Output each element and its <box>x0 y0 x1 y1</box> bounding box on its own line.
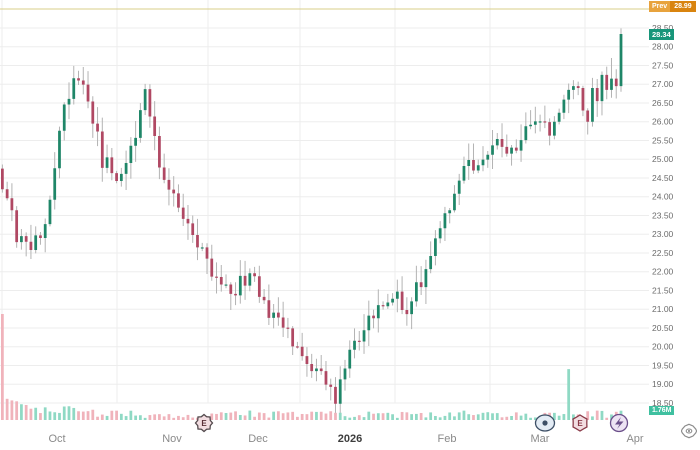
svg-text:22.50: 22.50 <box>652 248 674 258</box>
svg-text:2026: 2026 <box>338 433 362 445</box>
svg-text:25.00: 25.00 <box>652 154 674 164</box>
svg-text:Feb: Feb <box>438 433 457 445</box>
svg-text:Mar: Mar <box>531 433 550 445</box>
svg-text:21.00: 21.00 <box>652 304 674 314</box>
svg-text:Oct: Oct <box>48 433 65 445</box>
svg-text:23.50: 23.50 <box>652 210 674 220</box>
svg-text:25.50: 25.50 <box>652 135 674 145</box>
svg-text:20.00: 20.00 <box>652 342 674 352</box>
svg-text:26.50: 26.50 <box>652 98 674 108</box>
svg-text:23.00: 23.00 <box>652 229 674 239</box>
svg-text:E: E <box>201 419 207 428</box>
svg-text:Dec: Dec <box>248 433 268 445</box>
svg-text:Apr: Apr <box>626 433 643 445</box>
svg-text:Nov: Nov <box>162 433 182 445</box>
svg-text:28.00: 28.00 <box>652 42 674 52</box>
svg-text:22.00: 22.00 <box>652 267 674 277</box>
svg-text:E: E <box>577 419 583 428</box>
svg-text:21.50: 21.50 <box>652 285 674 295</box>
svg-text:24.00: 24.00 <box>652 192 674 202</box>
svg-text:20.50: 20.50 <box>652 323 674 333</box>
svg-text:19.00: 19.00 <box>652 379 674 389</box>
svg-text:24.50: 24.50 <box>652 173 674 183</box>
svg-text:19.50: 19.50 <box>652 360 674 370</box>
svg-text:27.50: 27.50 <box>652 60 674 70</box>
svg-text:27.00: 27.00 <box>652 79 674 89</box>
svg-text:26.00: 26.00 <box>652 117 674 127</box>
